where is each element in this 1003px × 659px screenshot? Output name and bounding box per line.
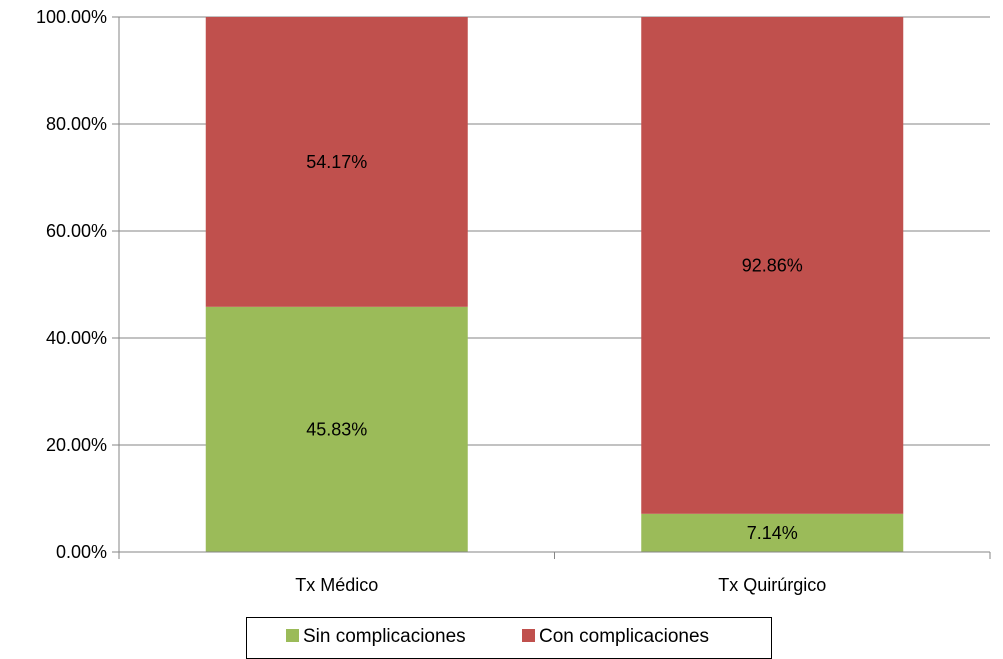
legend: Sin complicaciones Con complicaciones <box>246 617 772 659</box>
bars <box>205 17 904 552</box>
y-tick-label: 20.00% <box>46 435 107 455</box>
x-category-label: Tx Médico <box>295 575 378 595</box>
y-tick-label: 80.00% <box>46 114 107 134</box>
data-labels: 45.83% 54.17% 7.14% 92.86% <box>306 152 803 543</box>
data-label: 92.86% <box>742 255 803 275</box>
bar-segment-sin-complicaciones-0 <box>205 306 468 552</box>
legend-label: Sin complicaciones <box>303 626 466 647</box>
axes: 0.00% 20.00% 40.00% 60.00% 80.00% 100.00% Tx M… <box>36 7 991 595</box>
data-label: 7.14% <box>747 523 798 543</box>
bar-segment-sin-complicaciones-1 <box>641 513 904 552</box>
legend-label: Con complicaciones <box>539 626 709 647</box>
legend-swatch <box>522 629 535 642</box>
bar-segment-con-complicaciones-1 <box>641 17 904 514</box>
y-tick-label: 60.00% <box>46 221 107 241</box>
data-label: 54.17% <box>306 152 367 172</box>
legend-box <box>246 617 772 659</box>
y-tick-label: 40.00% <box>46 328 107 348</box>
y-tick-label: 100.00% <box>36 7 107 27</box>
bar-segment-con-complicaciones-0 <box>205 17 468 307</box>
legend-swatch <box>286 629 299 642</box>
data-label: 45.83% <box>306 419 367 439</box>
x-category-label: Tx Quirúrgico <box>718 575 826 595</box>
y-tick-label: 0.00% <box>56 542 107 562</box>
